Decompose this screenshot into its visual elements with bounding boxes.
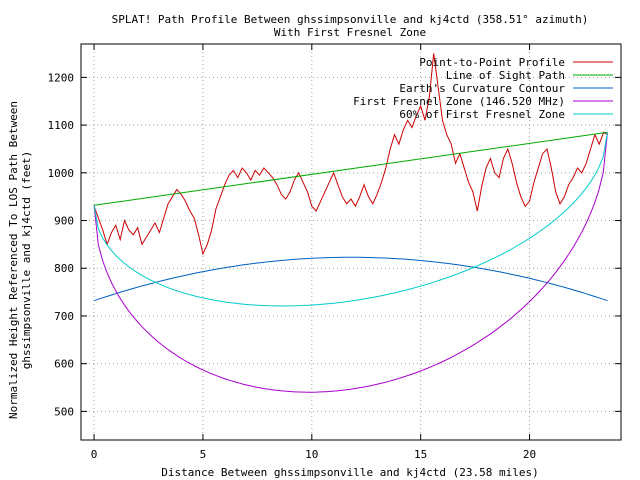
series-earth-s-curvature-contour-line [93, 256, 608, 302]
series-line-of-sight-path-line [94, 131, 608, 206]
y-tick-label: 800 [54, 262, 74, 275]
x-tick-label: 10 [305, 448, 318, 461]
x-tick-label: 15 [414, 448, 427, 461]
y-tick-label: 500 [54, 405, 74, 418]
legend-label: Point-to-Point Profile [419, 56, 565, 69]
plot-frame [80, 43, 622, 441]
y-tick-label: 1100 [48, 119, 75, 132]
legend-label: Line of Sight Path [446, 69, 565, 82]
legend-label: Earth's Curvature Contour [399, 82, 565, 95]
y-tick-label: 600 [54, 358, 74, 371]
y-tick-label: 1200 [48, 71, 75, 84]
y-tick-label: 700 [54, 310, 74, 323]
x-axis-label: Distance Between ghssimpsonville and kj4… [161, 466, 539, 479]
chart-title-line1: SPLAT! Path Profile Between ghssimpsonvi… [112, 13, 589, 26]
x-tick-label: 20 [523, 448, 536, 461]
series-60-of-first-fresnel-zone-line [93, 132, 608, 307]
x-tick-label: 0 [91, 448, 98, 461]
chart-title-line2: With First Fresnel Zone [274, 26, 426, 39]
y-tick-label: 1000 [48, 167, 75, 180]
y-tick-label: 900 [54, 215, 74, 228]
y-axis-label-line2: ghssimpsonville and kj4ctd (feet) [20, 151, 33, 370]
axis-ticks: 500 600 700 800 900 1000 1100 1200 0 5 10 15 20 [48, 44, 621, 461]
series-first-fresnel-zone-146-520-mhz-line [93, 132, 608, 393]
legend-label: 60% of First Fresnel Zone [399, 108, 565, 121]
series-group [93, 53, 608, 393]
x-tick-label: 5 [200, 448, 207, 461]
y-axis-label-line1: Normalized Height Referenced To LOS Path… [7, 101, 20, 419]
legend-label: First Fresnel Zone (146.520 MHz) [353, 95, 565, 108]
